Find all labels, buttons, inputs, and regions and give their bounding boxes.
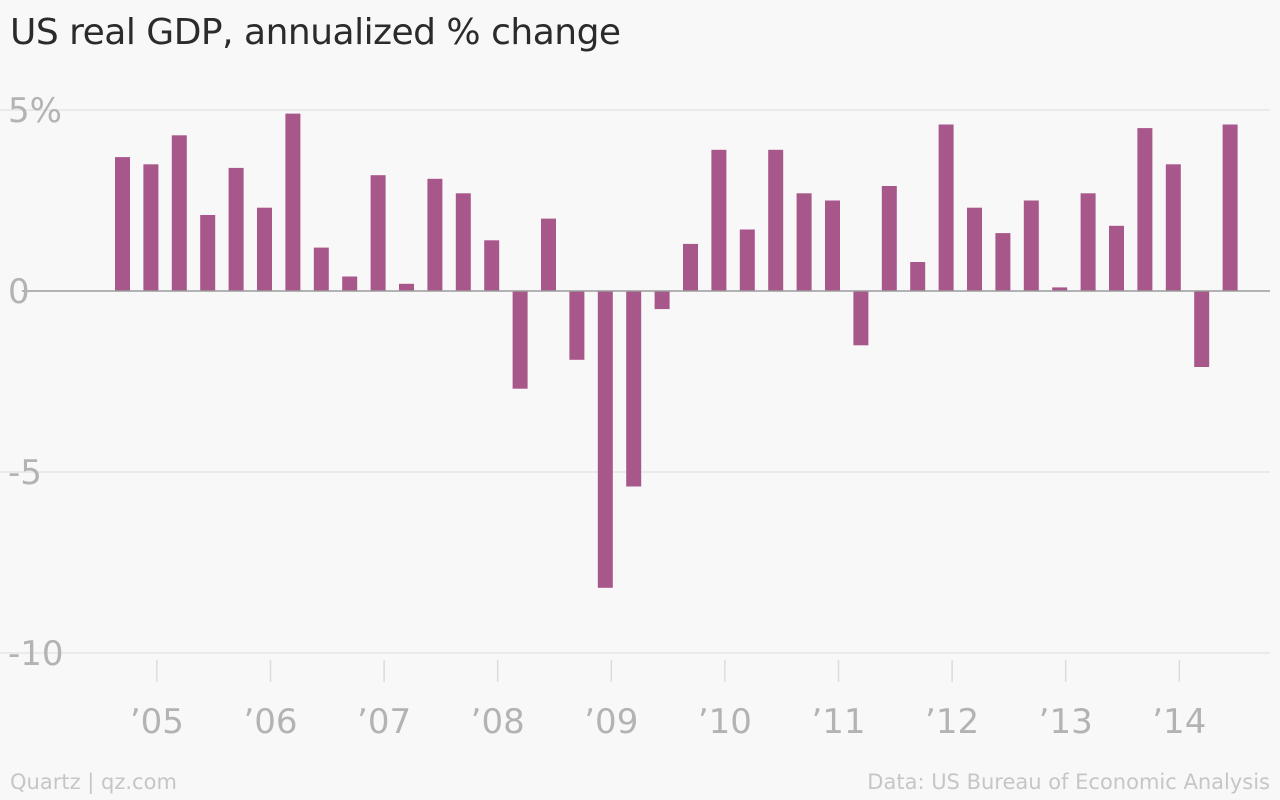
bar [711, 149, 727, 291]
bar [1080, 193, 1096, 291]
x-tick-label: ’14 [1152, 702, 1206, 742]
bar [171, 135, 187, 291]
bar [881, 186, 897, 291]
bar [541, 218, 556, 291]
bar [995, 233, 1011, 291]
bar [1222, 124, 1238, 291]
bar [512, 291, 528, 389]
bar [654, 291, 670, 310]
bar [342, 276, 358, 291]
bar [910, 262, 926, 291]
x-tick-label: ’12 [925, 702, 979, 742]
bar [115, 157, 130, 291]
bar [427, 178, 443, 291]
bar [370, 175, 386, 291]
bar [683, 243, 698, 291]
x-tick-label: ’13 [1039, 702, 1093, 742]
bar [796, 193, 812, 291]
bar [455, 193, 471, 291]
bar [1137, 128, 1153, 291]
bar [484, 240, 500, 291]
bar [285, 113, 301, 291]
x-tick-marks [156, 660, 1181, 682]
x-tick-label: ’10 [698, 702, 752, 742]
bar [1109, 225, 1124, 291]
footer-source-left: Quartz | qz.com [10, 770, 177, 794]
y-tick-label: -10 [8, 634, 64, 674]
bar [1194, 291, 1210, 367]
y-tick-label: -5 [8, 453, 42, 493]
x-tick-label: ’11 [811, 702, 865, 742]
bar [825, 200, 840, 291]
bar [143, 164, 159, 291]
bar [313, 247, 329, 291]
bar [1165, 164, 1181, 291]
chart-title: US real GDP, annualized % change [10, 12, 621, 53]
x-tick-label: ’06 [243, 702, 297, 742]
bar [938, 124, 954, 291]
footer-source-right: Data: US Bureau of Economic Analysis [867, 770, 1270, 794]
x-tick-label: ’09 [584, 702, 638, 742]
bar [853, 291, 869, 346]
bar [1023, 200, 1039, 291]
bar [967, 207, 982, 291]
x-tick-label: ’08 [471, 702, 525, 742]
y-tick-label: 0 [8, 272, 30, 312]
bar [739, 229, 755, 291]
bar [597, 291, 613, 588]
bar [768, 149, 784, 291]
x-tick-labels: ’05 ’06 ’07 ’08 ’09 ’10 ’11 ’12 ’13 ’14 [130, 702, 1206, 742]
bar [626, 291, 642, 487]
y-tick-labels: 5% 0 -5 -10 [8, 91, 64, 674]
bar [228, 167, 244, 291]
bar [257, 207, 272, 291]
bars [115, 113, 1238, 588]
bar [200, 215, 216, 291]
y-tick-label: 5% [8, 91, 62, 131]
bar [1052, 287, 1068, 291]
x-tick-label: ’05 [130, 702, 184, 742]
bar [399, 283, 414, 291]
bar [569, 291, 585, 360]
x-tick-label: ’07 [357, 702, 411, 742]
